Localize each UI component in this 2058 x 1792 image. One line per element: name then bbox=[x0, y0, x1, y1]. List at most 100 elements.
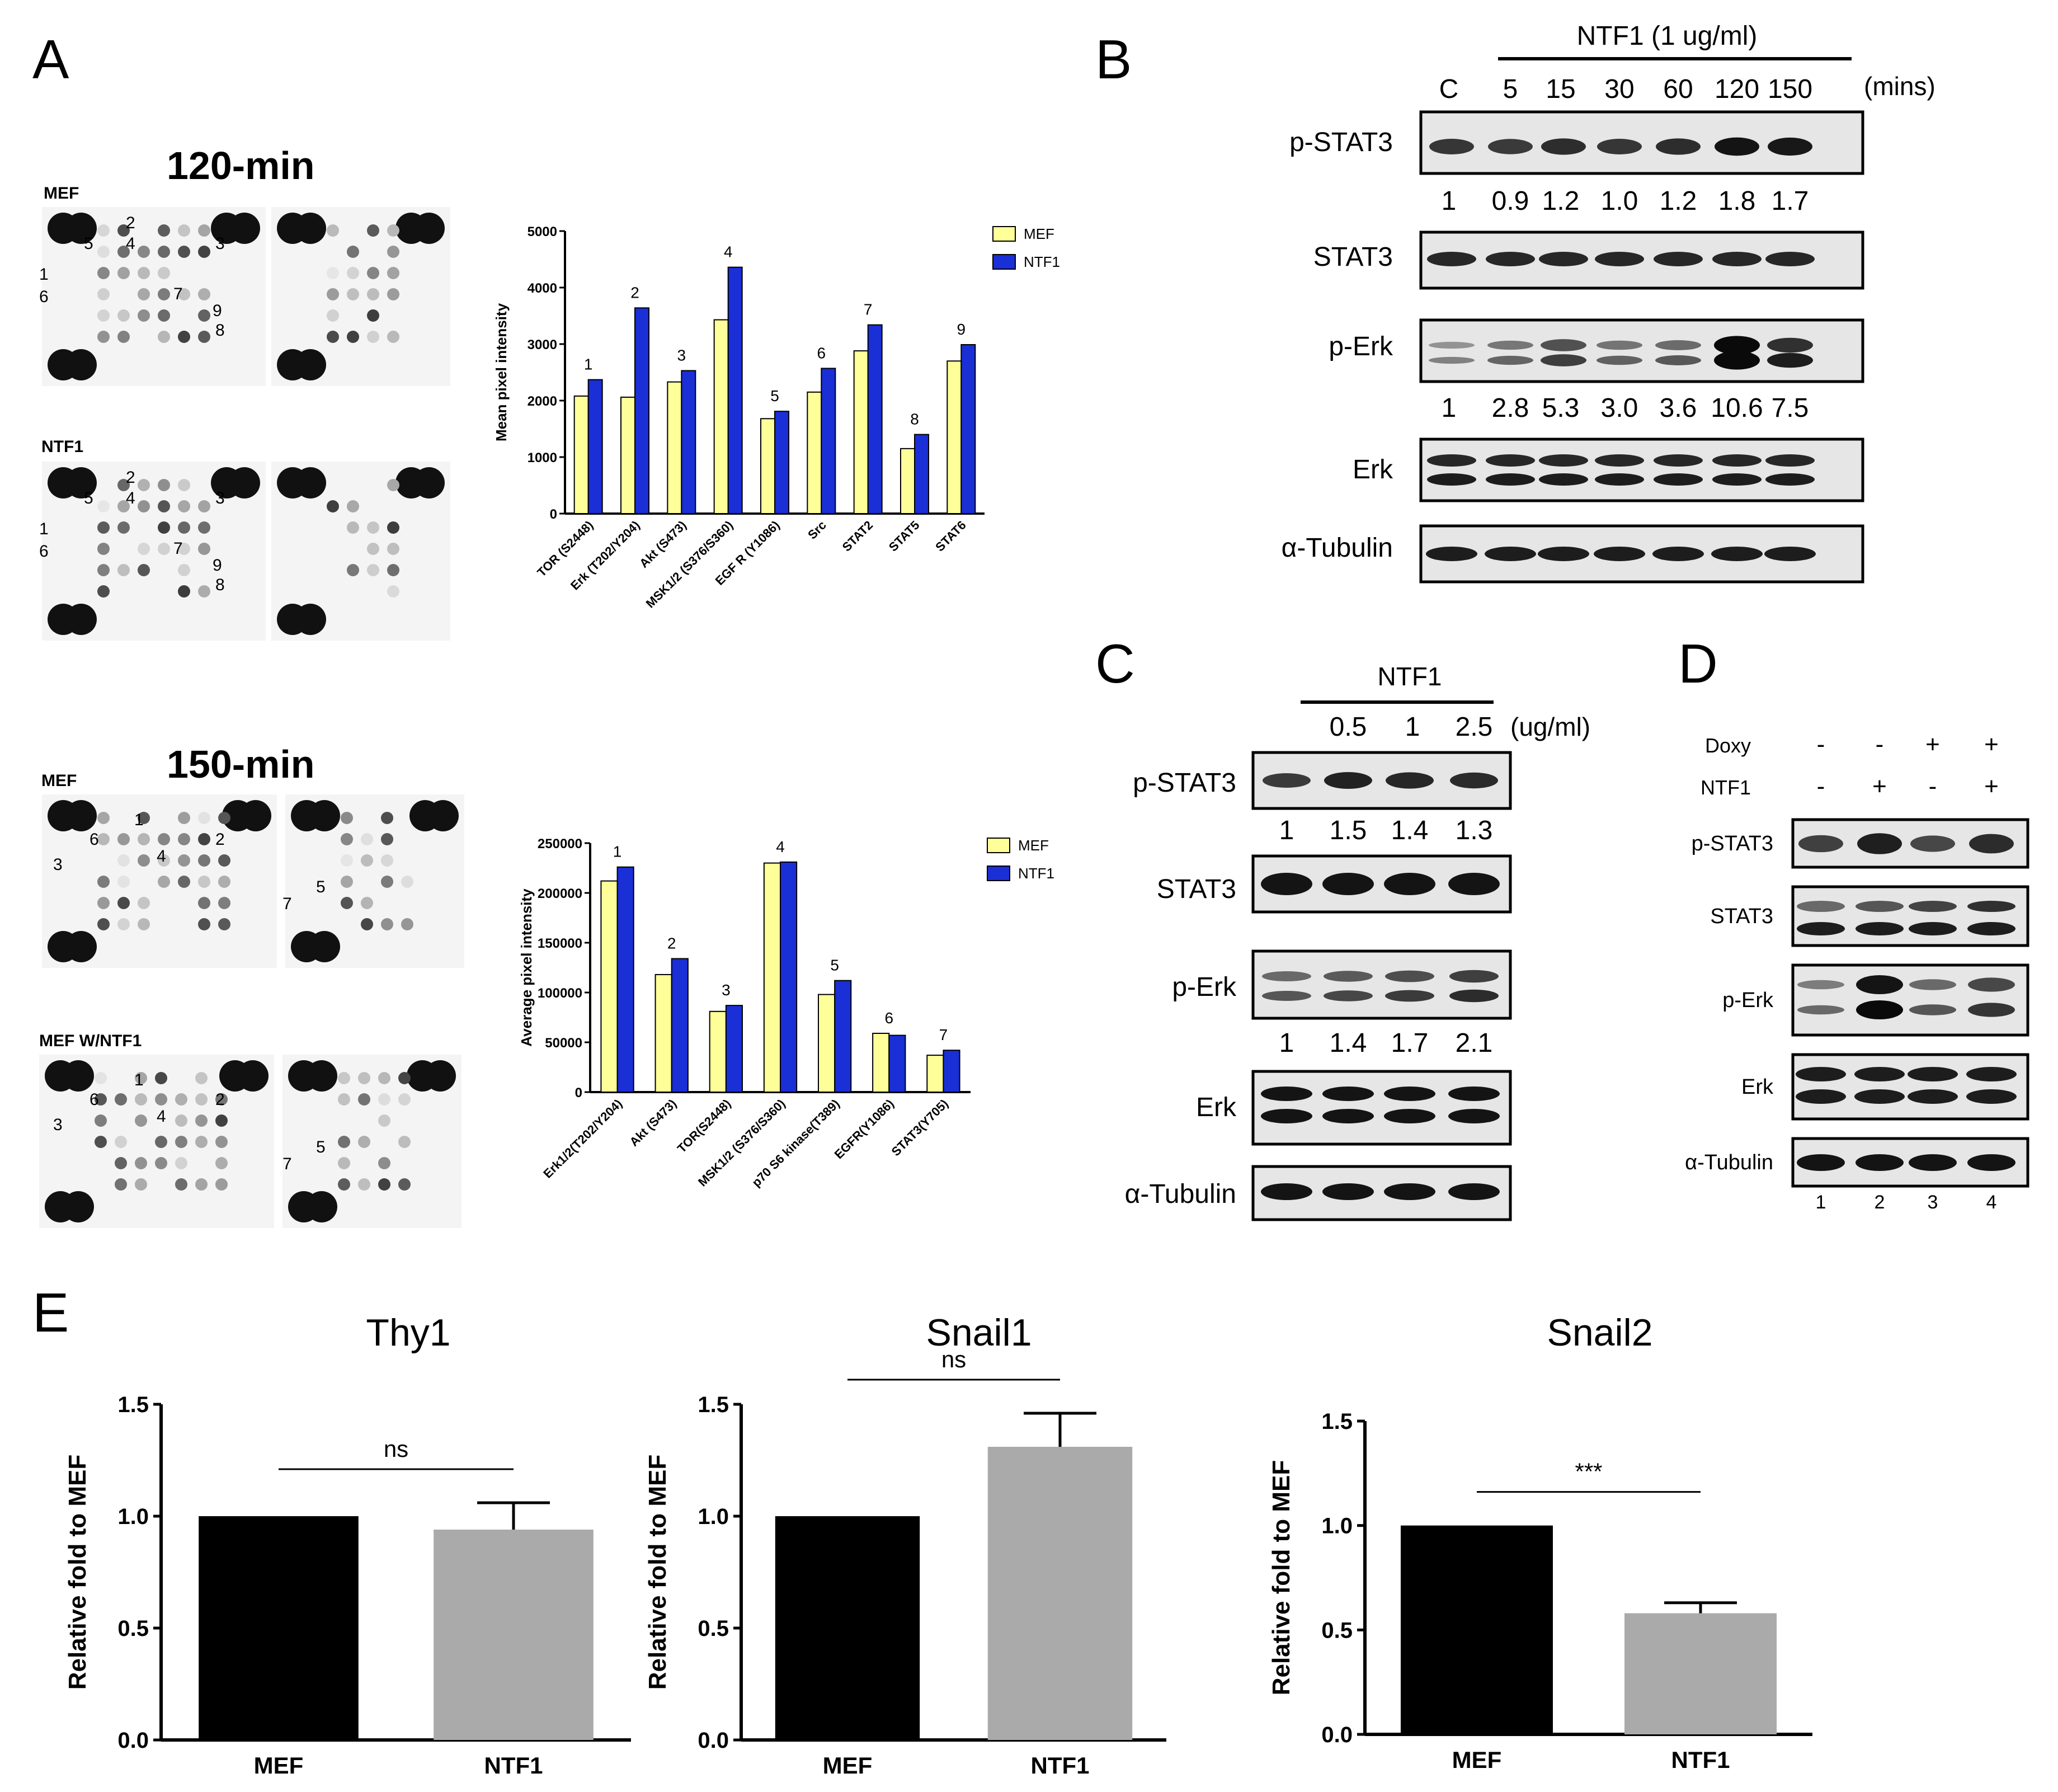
blot-band bbox=[1322, 1109, 1374, 1123]
array-spot bbox=[178, 521, 190, 534]
ntf1-sign: + bbox=[1872, 773, 1887, 800]
array-label-mef: MEF bbox=[44, 184, 79, 203]
blot-band bbox=[1768, 137, 1812, 156]
blot-band bbox=[1909, 979, 1956, 990]
legend-swatch bbox=[987, 838, 1010, 853]
blot-row-label: p-Erk bbox=[1722, 989, 1774, 1012]
bar-number-label: 6 bbox=[884, 1009, 893, 1027]
blot-band bbox=[1655, 355, 1701, 365]
reference-spot bbox=[63, 1191, 94, 1222]
blot-band bbox=[1386, 772, 1434, 789]
array-spot bbox=[198, 876, 210, 888]
blot-membrane bbox=[1419, 438, 1864, 502]
array-spot bbox=[401, 876, 413, 888]
bar-number-label: 2 bbox=[667, 934, 676, 952]
blot-band bbox=[1324, 990, 1373, 1001]
reference-spot bbox=[306, 1191, 337, 1222]
array-spot bbox=[117, 564, 130, 576]
blot-band bbox=[1654, 473, 1703, 486]
array-spot-number: 5 bbox=[84, 489, 93, 507]
bar-mef bbox=[709, 1010, 727, 1093]
bar-mef bbox=[1401, 1525, 1553, 1734]
blot-band bbox=[1487, 340, 1533, 350]
doxy-sign: + bbox=[1984, 731, 1999, 758]
blot-band bbox=[1797, 1154, 1845, 1171]
array-spot bbox=[117, 918, 130, 930]
y-tick-label: 0.5 bbox=[1321, 1618, 1353, 1643]
blot-band bbox=[1594, 547, 1645, 561]
blot-band bbox=[1967, 1154, 2015, 1171]
array-mefntf1-150-right bbox=[282, 1055, 461, 1228]
bar-chart-thy1: Thy1 0.0 0.5 1.0 1.5 Relative fold to MEF MEF N… bbox=[64, 1311, 631, 1779]
array-spot bbox=[215, 1093, 228, 1106]
array-spot bbox=[178, 543, 190, 555]
doxy-sign: + bbox=[1925, 731, 1940, 758]
blot-band bbox=[1967, 922, 2015, 935]
array-spot bbox=[327, 309, 339, 322]
array-spot bbox=[175, 1178, 187, 1191]
bar-mef bbox=[600, 880, 618, 1093]
bar-mef bbox=[760, 418, 775, 514]
array-spot bbox=[155, 1072, 167, 1084]
legend-swatch bbox=[992, 226, 1016, 242]
array-spot bbox=[347, 564, 359, 576]
blot-band bbox=[1261, 1087, 1312, 1101]
bar-ntf1 bbox=[616, 866, 634, 1093]
array-spot bbox=[158, 500, 170, 512]
array-spot bbox=[155, 1093, 167, 1106]
panel-b-time-unit: (mins) bbox=[1864, 72, 1935, 101]
array-spot bbox=[378, 1093, 390, 1106]
reference-spot bbox=[295, 604, 326, 635]
blot-band bbox=[1597, 340, 1642, 350]
y-tick-label: 0 bbox=[550, 507, 557, 522]
bar-ntf1 bbox=[867, 324, 883, 514]
array-spot bbox=[358, 1072, 370, 1084]
blot-band bbox=[1487, 355, 1533, 365]
lane-label: 120 bbox=[1715, 74, 1759, 104]
array-spot bbox=[97, 876, 110, 888]
array-spot bbox=[218, 876, 230, 888]
bar-mef bbox=[199, 1516, 359, 1740]
blot-band bbox=[1797, 901, 1845, 912]
blot-band bbox=[1429, 356, 1475, 364]
pstat3-quant: 0.9 bbox=[1492, 186, 1529, 216]
array-spot bbox=[381, 876, 393, 888]
array-spot bbox=[117, 521, 130, 534]
blot-band bbox=[1712, 252, 1762, 266]
array-spot bbox=[198, 288, 210, 300]
array-spot bbox=[95, 1114, 107, 1127]
perk-quant: 3.0 bbox=[1601, 393, 1638, 423]
ntf1-row-label: NTF1 bbox=[1701, 776, 1751, 799]
blot-band bbox=[1856, 922, 1904, 935]
blot-row-label: p-STAT3 bbox=[1289, 128, 1393, 157]
reference-spot bbox=[295, 467, 326, 498]
array-spot bbox=[198, 897, 210, 909]
ntf1-sign: - bbox=[1817, 773, 1825, 800]
bar-ntf1 bbox=[681, 370, 696, 514]
y-tick-label: 1.5 bbox=[698, 1393, 729, 1417]
blot-band bbox=[1595, 473, 1644, 486]
array-spot bbox=[367, 543, 379, 555]
reference-spot bbox=[65, 349, 97, 380]
blot-band bbox=[1796, 1089, 1846, 1104]
bar-number-label: 1 bbox=[613, 843, 622, 860]
array-spot bbox=[347, 521, 359, 534]
array-spot bbox=[117, 246, 130, 258]
array-spot bbox=[195, 1136, 208, 1148]
blot-band bbox=[1450, 772, 1498, 789]
array-spot bbox=[97, 224, 110, 237]
bar-number-label: 3 bbox=[677, 346, 686, 364]
bar-number-label: 4 bbox=[776, 838, 785, 855]
bar-number-label: 5 bbox=[770, 387, 779, 405]
lane-label: 30 bbox=[1604, 74, 1634, 104]
blot-band bbox=[1969, 834, 2014, 854]
blot-band bbox=[1262, 991, 1311, 1001]
y-axis-label: Relative fold to MEF bbox=[644, 1455, 671, 1690]
x-tick-label: Src bbox=[805, 518, 829, 542]
array-spot bbox=[367, 331, 379, 343]
x-tick-label: MEF bbox=[823, 1752, 873, 1779]
blot-band bbox=[1797, 980, 1844, 990]
blot-band bbox=[1384, 1183, 1435, 1200]
array-spot bbox=[178, 564, 190, 576]
blot-membrane bbox=[1251, 949, 1512, 1020]
